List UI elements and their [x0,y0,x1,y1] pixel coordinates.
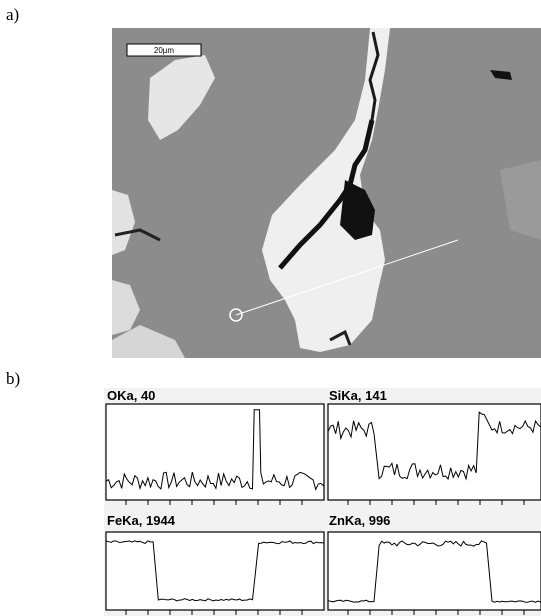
trace [105,540,325,602]
trace [327,411,541,481]
plot-frame [327,403,541,501]
trace [105,409,324,491]
panel-label: a) [6,5,19,24]
line-scans [105,403,541,615]
scale-bar-label: 20µm [154,46,175,55]
plot-title: ZnKa, 996 [329,513,390,528]
plot-title: SiKa, 141 [329,388,387,403]
panel-label: b) [6,369,20,388]
trace [327,540,541,603]
plot-frame [105,531,325,611]
micrograph: 20µm [112,28,541,358]
plot-frame [327,531,541,611]
plot-title: FeKa, 1944 [107,513,176,528]
plot-title: OKa, 40 [107,388,155,403]
plot-frame [105,403,325,501]
